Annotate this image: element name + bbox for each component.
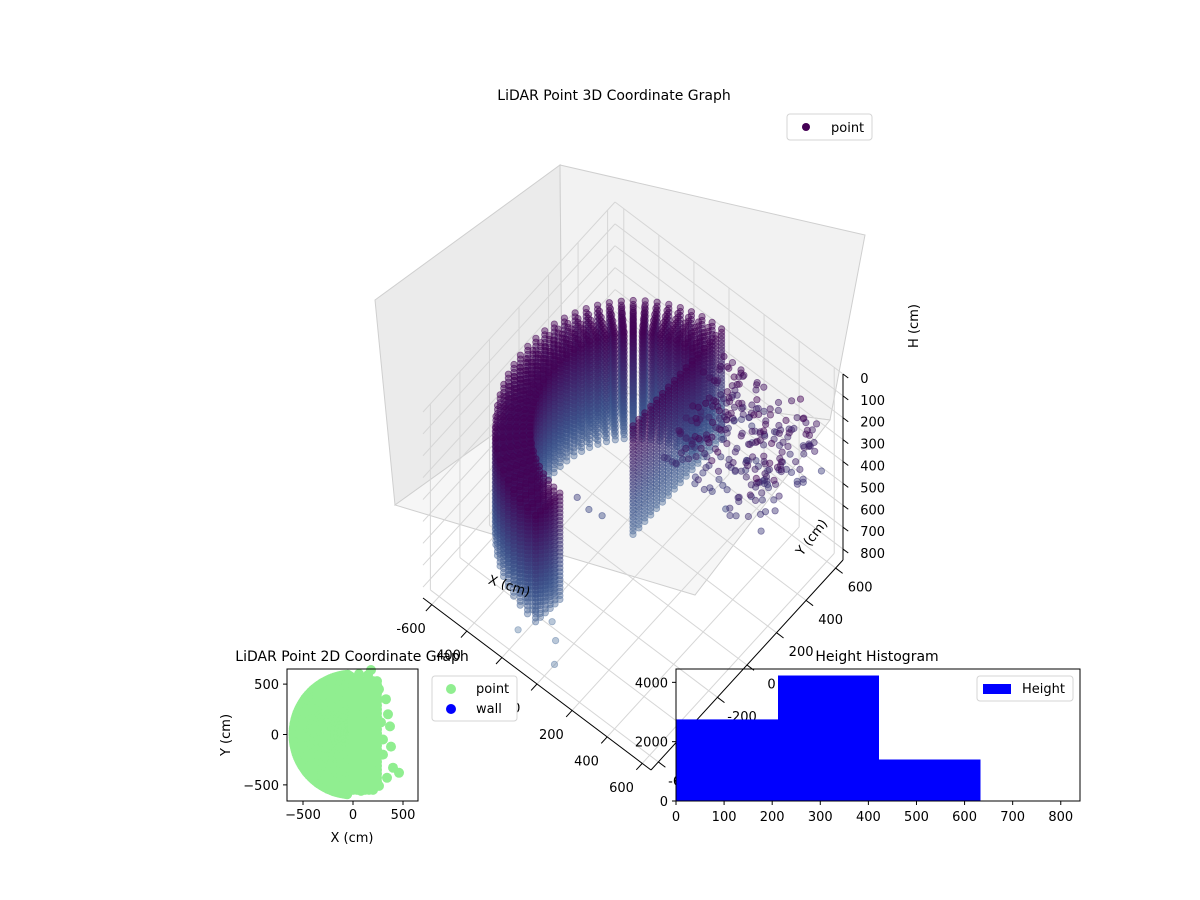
lidar-point xyxy=(817,467,826,475)
lidar-point xyxy=(792,458,800,466)
lidar-point xyxy=(723,486,731,494)
grid-left-z xyxy=(422,245,616,457)
lidar-point xyxy=(757,527,765,535)
grid-right-z xyxy=(614,201,844,375)
lidar-point xyxy=(692,452,700,461)
lidar-point xyxy=(694,476,702,484)
lidar-point xyxy=(577,447,586,455)
lidar-point xyxy=(684,455,693,463)
lidar-point xyxy=(735,493,743,501)
lidar-point xyxy=(758,496,767,504)
lidar-point xyxy=(786,450,794,458)
grid-right-z xyxy=(614,267,844,441)
lidar-point xyxy=(756,510,765,518)
grid-floor-y xyxy=(459,557,689,731)
lidar-point xyxy=(775,421,783,430)
lidar-point xyxy=(714,467,723,475)
lidar-point xyxy=(570,452,578,460)
lidar-point xyxy=(751,465,759,473)
lidar-point xyxy=(732,512,740,520)
lidar-point xyxy=(678,455,687,463)
lidar-point xyxy=(800,443,808,451)
lidar-point xyxy=(793,480,802,488)
grid-right-z xyxy=(614,223,844,397)
chart-3d-title: LiDAR Point 3D Coordinate Graph xyxy=(497,88,730,104)
lidar-point xyxy=(811,447,819,455)
lidar-point xyxy=(598,512,606,520)
lidar-point xyxy=(514,626,522,634)
lidar-point xyxy=(744,512,753,521)
chart-3d-point-cloud xyxy=(491,296,826,669)
lidar-point xyxy=(682,434,690,443)
grid-floor-y xyxy=(430,589,659,763)
lidar-point xyxy=(771,507,779,515)
lidar-point xyxy=(548,618,556,626)
lidar-point xyxy=(799,475,807,483)
lidar-point xyxy=(726,511,734,520)
lidar-point xyxy=(742,473,750,481)
lidar-point xyxy=(672,459,680,467)
lidar-point xyxy=(726,504,734,512)
chart-3d: LiDAR Point 3D Coordinate Graph -600-400… xyxy=(374,88,922,796)
lidar-point xyxy=(594,440,602,448)
lidar-point xyxy=(775,492,783,500)
lidar-point xyxy=(751,496,760,504)
lidar-point xyxy=(739,410,747,419)
grid-floor-y xyxy=(548,460,777,634)
lidar-point xyxy=(731,448,739,456)
lidar-point xyxy=(793,413,801,422)
lidar-point xyxy=(702,463,710,472)
lidar-point xyxy=(585,443,594,452)
lidar-point xyxy=(717,391,725,399)
lidar-point xyxy=(551,636,560,645)
lidar-point xyxy=(715,475,723,483)
lidar-point xyxy=(585,505,593,514)
grid-left-z xyxy=(422,223,616,435)
lidar-point xyxy=(550,660,559,669)
lidar-point xyxy=(731,466,739,474)
lidar-point xyxy=(800,450,808,458)
lidar-point xyxy=(660,453,668,462)
grid-right-z xyxy=(614,245,844,419)
grid-left-z xyxy=(422,201,616,413)
lidar-point xyxy=(700,485,708,494)
lidar-point xyxy=(573,493,581,501)
lidar-point xyxy=(796,465,804,473)
lidar-point xyxy=(737,467,745,475)
lidar-point xyxy=(774,406,783,414)
grid-floor-y xyxy=(577,427,807,601)
lidar-point xyxy=(563,457,571,465)
lidar-point xyxy=(758,489,766,497)
